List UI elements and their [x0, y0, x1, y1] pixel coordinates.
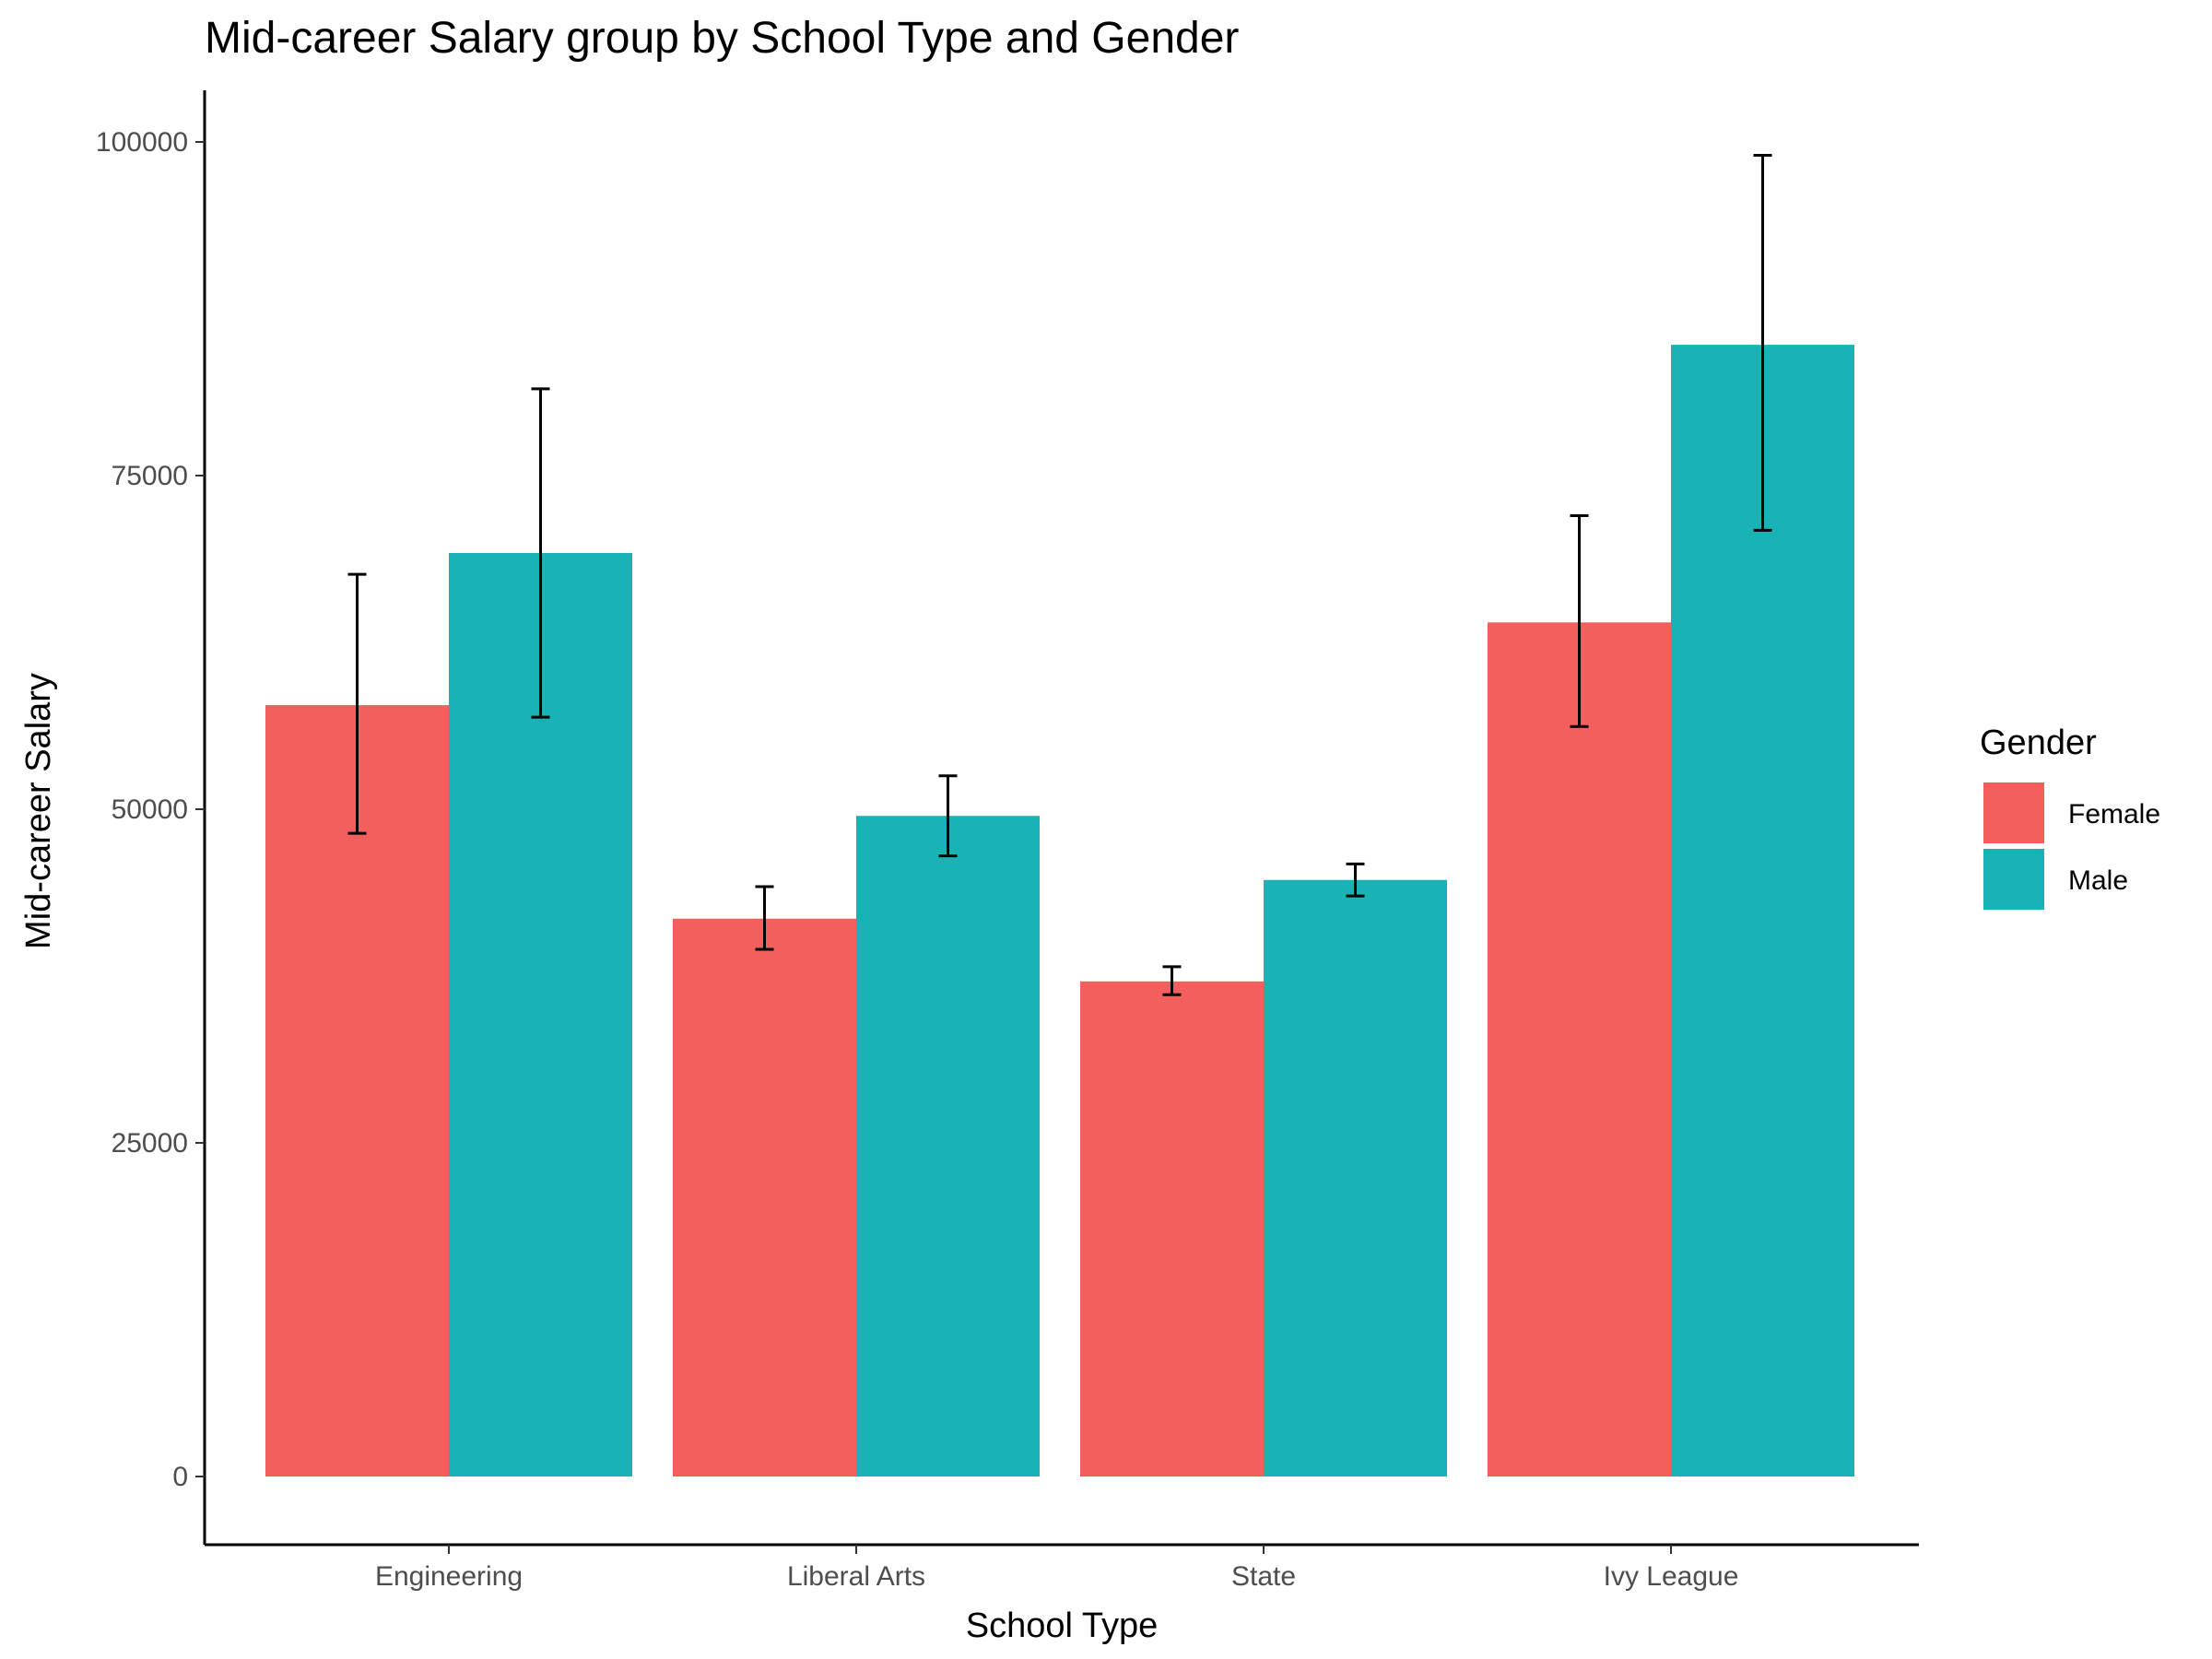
error-bar-state-female	[1162, 965, 1182, 996]
y-tick-label: 0	[172, 1462, 188, 1492]
error-bar-ivy-league-female	[1570, 513, 1589, 728]
legend-label: Female	[2068, 799, 2160, 830]
bar-liberal-arts-female	[673, 918, 856, 1477]
error-bar-liberal-arts-male	[938, 774, 958, 858]
y-axis-title: Mid-career Salary	[19, 673, 58, 949]
legend-swatch	[1983, 782, 2044, 843]
legend: Gender Female Male	[1980, 724, 2160, 910]
y-tick-label: 75000	[112, 461, 188, 491]
x-tick-label: Liberal Arts	[787, 1561, 925, 1592]
chart-title: Mid-career Salary group by School Type a…	[205, 14, 1240, 63]
legend-item-male: Male	[1983, 849, 2128, 910]
bars-layer	[265, 345, 1854, 1477]
axes-layer	[203, 90, 1919, 1547]
y-tick-label: 100000	[96, 127, 188, 158]
x-ticks: Engineering Liberal Arts State Ivy League	[375, 1545, 1738, 1592]
bar-liberal-arts-male	[856, 816, 1040, 1477]
legend-title: Gender	[1980, 724, 2097, 762]
legend-swatch	[1983, 849, 2044, 910]
y-ticks: 0 25000 50000 75000 100000	[96, 127, 205, 1492]
bar-ivy-league-female	[1488, 622, 1671, 1477]
x-axis-title: School Type	[966, 1606, 1158, 1645]
error-bar-ivy-league-male	[1753, 153, 1772, 532]
error-bars-layer	[347, 153, 1772, 996]
bar-state-male	[1264, 879, 1447, 1477]
error-bar-state-male	[1346, 862, 1365, 898]
bar-ivy-league-male	[1671, 345, 1854, 1477]
y-tick-label: 25000	[112, 1128, 188, 1159]
legend-label: Male	[2068, 865, 2128, 896]
x-tick-label: Engineering	[375, 1561, 523, 1592]
error-bar-liberal-arts-female	[755, 885, 774, 951]
error-bar-engineering-female	[347, 572, 367, 835]
y-tick-label: 50000	[112, 794, 188, 825]
legend-item-female: Female	[1983, 782, 2160, 843]
error-bar-engineering-male	[531, 387, 550, 719]
bar-state-female	[1080, 981, 1264, 1477]
x-tick-label: State	[1231, 1561, 1296, 1592]
legend-items: Female Male	[1983, 782, 2160, 910]
x-tick-label: Ivy League	[1604, 1561, 1739, 1592]
